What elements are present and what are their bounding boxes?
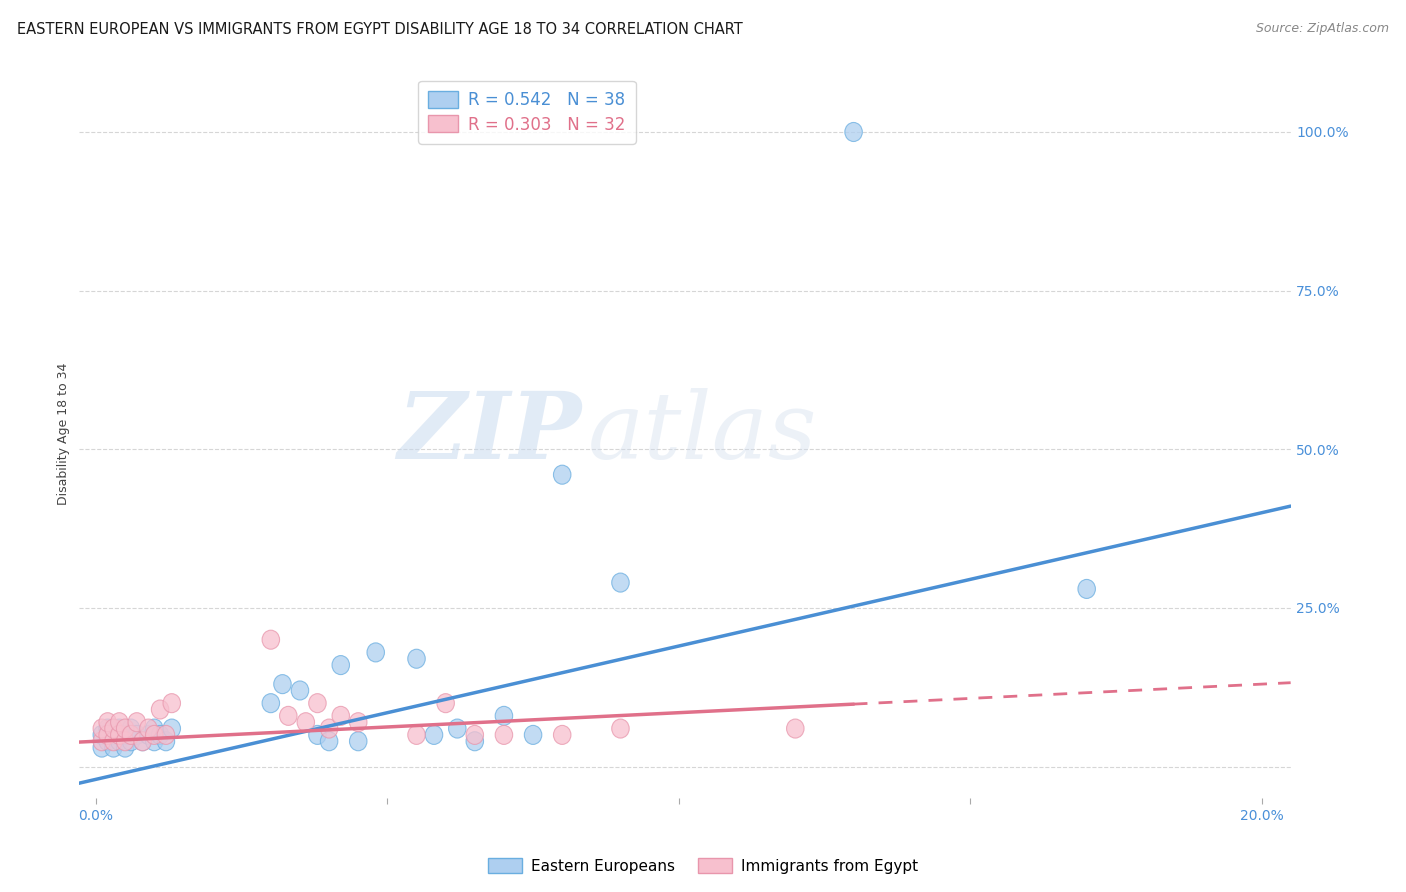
Ellipse shape <box>146 719 163 738</box>
Ellipse shape <box>845 122 862 142</box>
Ellipse shape <box>465 731 484 751</box>
Text: ZIP: ZIP <box>398 388 582 478</box>
Ellipse shape <box>111 725 128 745</box>
Ellipse shape <box>163 719 180 738</box>
Legend: R = 0.542   N = 38, R = 0.303   N = 32: R = 0.542 N = 38, R = 0.303 N = 32 <box>419 80 636 144</box>
Ellipse shape <box>524 725 541 745</box>
Ellipse shape <box>111 713 128 731</box>
Ellipse shape <box>157 725 174 745</box>
Ellipse shape <box>612 573 630 592</box>
Ellipse shape <box>98 719 117 738</box>
Ellipse shape <box>104 719 122 738</box>
Ellipse shape <box>262 694 280 713</box>
Ellipse shape <box>554 465 571 484</box>
Ellipse shape <box>408 649 425 668</box>
Ellipse shape <box>98 725 117 745</box>
Text: EASTERN EUROPEAN VS IMMIGRANTS FROM EGYPT DISABILITY AGE 18 TO 34 CORRELATION CH: EASTERN EUROPEAN VS IMMIGRANTS FROM EGYP… <box>17 22 742 37</box>
Text: Source: ZipAtlas.com: Source: ZipAtlas.com <box>1256 22 1389 36</box>
Ellipse shape <box>280 706 297 725</box>
Ellipse shape <box>93 719 111 738</box>
Ellipse shape <box>152 725 169 745</box>
Legend: Eastern Europeans, Immigrants from Egypt: Eastern Europeans, Immigrants from Egypt <box>482 852 924 880</box>
Ellipse shape <box>122 719 139 738</box>
Ellipse shape <box>122 725 139 745</box>
Ellipse shape <box>152 700 169 719</box>
Ellipse shape <box>98 731 117 751</box>
Ellipse shape <box>297 713 315 731</box>
Ellipse shape <box>786 719 804 738</box>
Ellipse shape <box>309 725 326 745</box>
Ellipse shape <box>262 630 280 649</box>
Ellipse shape <box>93 731 111 751</box>
Ellipse shape <box>117 738 134 757</box>
Ellipse shape <box>350 713 367 731</box>
Ellipse shape <box>104 725 122 745</box>
Ellipse shape <box>128 713 146 731</box>
Ellipse shape <box>139 725 157 745</box>
Ellipse shape <box>111 731 128 751</box>
Ellipse shape <box>495 725 513 745</box>
Ellipse shape <box>134 731 152 751</box>
Ellipse shape <box>437 694 454 713</box>
Ellipse shape <box>146 725 163 745</box>
Ellipse shape <box>367 643 384 662</box>
Ellipse shape <box>128 725 146 745</box>
Ellipse shape <box>274 674 291 694</box>
Ellipse shape <box>117 719 134 738</box>
Ellipse shape <box>495 706 513 725</box>
Ellipse shape <box>117 731 134 751</box>
Ellipse shape <box>332 656 350 674</box>
Ellipse shape <box>554 725 571 745</box>
Ellipse shape <box>117 725 134 745</box>
Ellipse shape <box>163 694 180 713</box>
Ellipse shape <box>122 731 139 751</box>
Ellipse shape <box>465 725 484 745</box>
Ellipse shape <box>111 719 128 738</box>
Ellipse shape <box>425 725 443 745</box>
Text: atlas: atlas <box>588 388 817 478</box>
Ellipse shape <box>612 719 630 738</box>
Ellipse shape <box>309 694 326 713</box>
Ellipse shape <box>449 719 465 738</box>
Ellipse shape <box>350 731 367 751</box>
Ellipse shape <box>134 731 152 751</box>
Ellipse shape <box>321 731 337 751</box>
Ellipse shape <box>146 731 163 751</box>
Ellipse shape <box>157 731 174 751</box>
Ellipse shape <box>98 713 117 731</box>
Ellipse shape <box>321 719 337 738</box>
Ellipse shape <box>139 719 157 738</box>
Ellipse shape <box>104 738 122 757</box>
Ellipse shape <box>93 725 111 745</box>
Y-axis label: Disability Age 18 to 34: Disability Age 18 to 34 <box>58 362 70 505</box>
Ellipse shape <box>332 706 350 725</box>
Ellipse shape <box>93 738 111 757</box>
Ellipse shape <box>1078 580 1095 599</box>
Ellipse shape <box>291 681 309 700</box>
Ellipse shape <box>408 725 425 745</box>
Ellipse shape <box>104 731 122 751</box>
